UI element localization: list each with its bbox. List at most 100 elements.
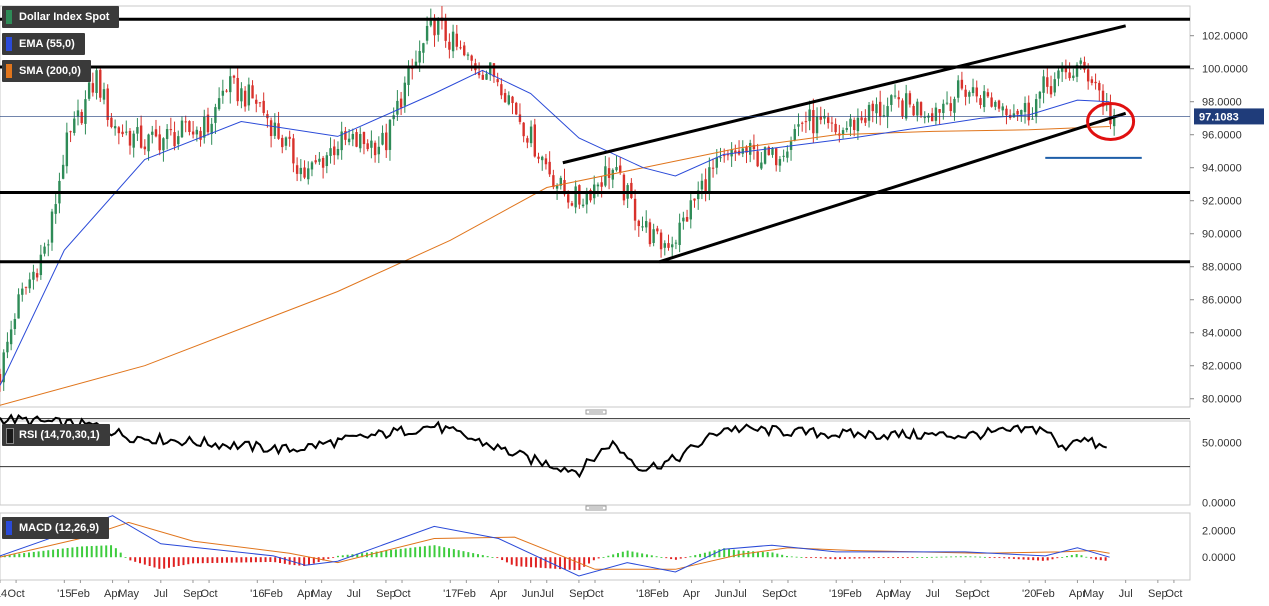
candle-body — [481, 74, 485, 80]
macd-histogram-bar — [660, 557, 663, 558]
candle-body — [0, 373, 2, 383]
macd-histogram-bar — [361, 553, 364, 558]
macd-histogram-bar — [863, 557, 866, 559]
macd-histogram-bar — [684, 557, 687, 559]
candle-body — [756, 151, 759, 167]
candle-body — [381, 132, 384, 145]
macd-histogram-bar — [539, 557, 542, 568]
macd-histogram-bar — [699, 553, 702, 558]
candle-body — [43, 246, 46, 254]
candle-body — [147, 134, 150, 152]
legend-macd[interactable]: MACD (12,26,9) — [2, 517, 110, 539]
macd-histogram-bar — [341, 555, 344, 558]
candle-body — [292, 138, 295, 164]
candle-body — [1053, 79, 1056, 93]
candle-body — [778, 159, 782, 166]
macd-histogram-bar — [510, 557, 513, 565]
candle-body — [399, 98, 403, 108]
x-tick-label: Apr — [104, 588, 121, 600]
x-tick-label: Oct — [972, 588, 989, 600]
macd-histogram-bar — [356, 553, 359, 558]
macd-histogram-bar — [670, 557, 673, 560]
legend-rsi[interactable]: RSI (14,70,30,1) — [2, 424, 110, 446]
macd-histogram-bar — [279, 557, 282, 564]
candle-body — [685, 217, 689, 222]
macd-histogram-bar — [163, 557, 166, 569]
x-tick-label: Oct — [200, 588, 217, 600]
candle-body — [132, 133, 135, 148]
candle-body — [797, 124, 800, 127]
candle-body — [73, 118, 76, 133]
macd-histogram-bar — [839, 557, 842, 560]
macd-histogram-bar — [322, 557, 325, 561]
macd-histogram-bar — [563, 557, 566, 570]
candle-body — [982, 91, 986, 108]
macd-histogram-bar — [626, 550, 629, 558]
candle-body — [904, 93, 908, 119]
candle-body — [960, 79, 964, 89]
candle-body — [641, 226, 644, 228]
candle-body — [1112, 114, 1116, 127]
macd-histogram-bar — [90, 546, 93, 558]
candle-body — [362, 131, 366, 145]
candle-body — [823, 115, 826, 119]
macd-histogram-bar — [882, 557, 885, 559]
macd-histogram-bar — [665, 557, 668, 559]
highlight-circle — [1086, 102, 1136, 142]
macd-histogram-bar — [332, 557, 335, 559]
macd-histogram-bar — [443, 547, 446, 558]
candle-body — [470, 55, 473, 61]
candle-body — [945, 102, 949, 104]
legend-sma[interactable]: SMA (200,0) — [2, 60, 91, 82]
panel-resize-handle[interactable] — [585, 409, 607, 415]
candle-body — [578, 185, 581, 205]
candle-body — [269, 120, 273, 137]
candle-body — [17, 294, 20, 319]
macd-histogram-bar — [795, 556, 798, 558]
x-tick-label: Oct — [779, 588, 796, 600]
macd-histogram-bar — [810, 557, 813, 559]
macd-histogram-bar — [616, 553, 619, 558]
macd-histogram-bar — [375, 551, 378, 558]
candle-body — [165, 129, 169, 139]
macd-histogram-bar — [858, 557, 861, 559]
legend-ema[interactable]: EMA (55,0) — [2, 33, 85, 55]
candle-body — [919, 102, 923, 116]
legend-macd-text: MACD (12,26,9) — [19, 522, 100, 534]
candle-body — [188, 121, 191, 132]
candle-body — [581, 204, 585, 207]
macd-histogram-bar — [414, 547, 417, 558]
candle-body — [1046, 77, 1049, 87]
candle-body — [485, 73, 488, 80]
panel-resize-handle[interactable] — [585, 505, 607, 511]
candle-body — [1012, 113, 1016, 118]
candle-body — [206, 114, 210, 133]
channel-lower-line[interactable] — [658, 111, 1127, 264]
candle-body — [236, 77, 239, 102]
macd-histogram-bar — [1070, 555, 1073, 558]
x-tick-label: May — [311, 588, 332, 600]
macd-histogram-bar — [1046, 557, 1049, 561]
candle-body — [240, 88, 243, 102]
macd-histogram-bar — [42, 550, 45, 558]
candle-body — [295, 165, 299, 174]
candle-body — [6, 341, 9, 353]
candle-body — [110, 117, 113, 128]
macd-histogram-bar — [689, 556, 692, 558]
candle-body — [652, 229, 655, 243]
candle-body — [80, 111, 83, 124]
legend-title[interactable]: Dollar Index Spot — [2, 6, 120, 28]
candle-body — [1101, 90, 1105, 107]
macd-histogram-bar — [732, 549, 735, 558]
macd-histogram-bar — [139, 557, 142, 564]
macd-histogram-bar — [27, 552, 30, 558]
channel-upper-line[interactable] — [562, 24, 1127, 165]
candle-body — [990, 97, 993, 107]
candle-body — [589, 190, 592, 201]
macd-histogram-bar — [800, 557, 803, 558]
macd-histogram-bar — [100, 545, 103, 558]
candle-body — [567, 194, 570, 203]
candle-body — [864, 118, 867, 123]
x-tick-label: Feb — [457, 588, 476, 600]
